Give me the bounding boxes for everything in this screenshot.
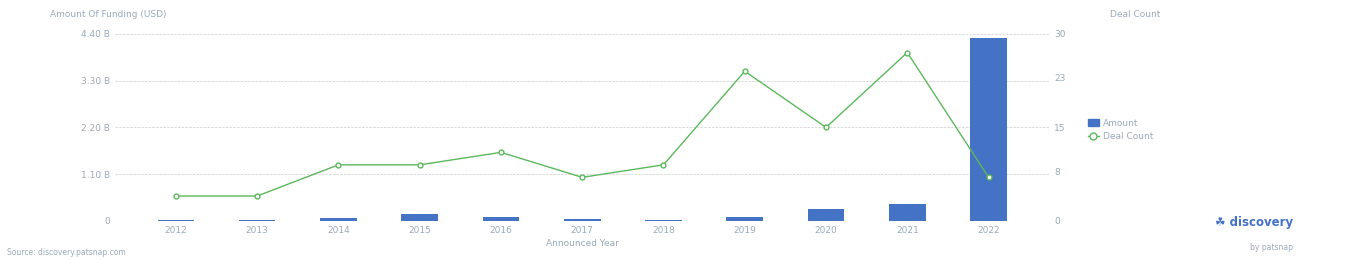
Bar <box>238 220 275 221</box>
Bar <box>482 217 519 221</box>
Text: Amount Of Funding (USD): Amount Of Funding (USD) <box>50 10 167 19</box>
Text: ☘ discovery: ☘ discovery <box>1215 216 1293 229</box>
Bar <box>401 214 437 221</box>
Text: Source: discovery.patsnap.com: Source: discovery.patsnap.com <box>7 248 126 257</box>
Bar <box>320 218 356 221</box>
Text: Deal Count: Deal Count <box>1110 10 1160 19</box>
Bar <box>563 219 601 221</box>
Bar <box>157 220 194 221</box>
Text: by patsnap: by patsnap <box>1250 243 1293 252</box>
Legend: Amount, Deal Count: Amount, Deal Count <box>1087 119 1154 141</box>
Bar <box>727 217 764 221</box>
X-axis label: Announced Year: Announced Year <box>546 239 619 248</box>
Bar <box>808 209 845 221</box>
Bar <box>890 204 926 221</box>
Bar <box>646 220 682 221</box>
Bar <box>971 38 1007 221</box>
